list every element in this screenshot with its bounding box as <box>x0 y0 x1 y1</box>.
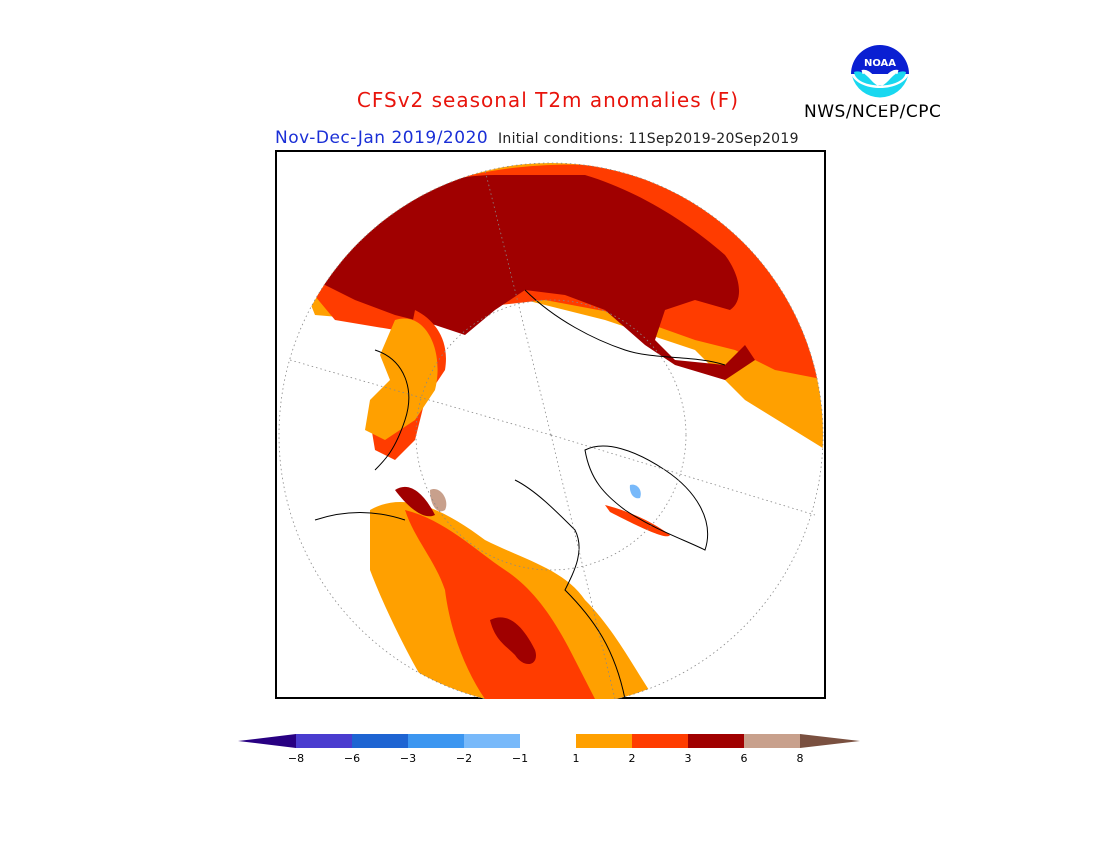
colorbar-swatch-m2 <box>408 734 464 748</box>
colorbar-tick-label: 1 <box>573 752 580 765</box>
colorbar: −8 −6 −3 −2 −1 1 2 3 6 8 <box>238 734 860 765</box>
noaa-logo-icon: NOAA <box>848 42 912 106</box>
colorbar-tick-label: 6 <box>741 752 748 765</box>
anomaly-region-namerica-p2 <box>405 510 595 699</box>
colorbar-tick-label: −3 <box>400 752 416 765</box>
polar-map <box>275 150 826 699</box>
initial-conditions-label: Initial conditions: 11Sep2019-20Sep2019 <box>498 131 799 147</box>
anomaly-region-eurasia-p3 <box>315 175 755 380</box>
anomaly-region-alaska-p6 <box>430 489 447 512</box>
colorbar-tick-label: −1 <box>512 752 528 765</box>
anomaly-region-greenland-m1 <box>629 484 641 499</box>
colorbar-arrow-left <box>238 734 296 748</box>
organization-label: NWS/NCEP/CPC <box>804 102 942 122</box>
colorbar-tick-label: 2 <box>629 752 636 765</box>
logo-text: NOAA <box>864 58 896 69</box>
colorbar-swatch-neutral <box>520 734 576 748</box>
colorbar-swatch-m3 <box>352 734 408 748</box>
season-label: Nov-Dec-Jan 2019/2020 <box>275 128 489 148</box>
coastlines <box>314 289 726 699</box>
colorbar-tick-label: 8 <box>797 752 804 765</box>
colorbar-tick-label: −2 <box>456 752 472 765</box>
colorbar-tick-label: 3 <box>685 752 692 765</box>
anomaly-region-greenland-p2 <box>605 505 670 537</box>
colorbar-swatch-p2 <box>632 734 688 748</box>
anomaly-region-europe-p1 <box>365 318 438 440</box>
colorbar-swatch-m6 <box>296 734 352 748</box>
colorbar-swatch-m1 <box>464 734 520 748</box>
colorbar-arrow-right <box>800 734 860 748</box>
colorbar-tick-label: −6 <box>344 752 360 765</box>
colorbar-swatch-p6 <box>744 734 800 748</box>
anomaly-region-namerica-p3 <box>490 617 536 665</box>
graticule <box>278 162 824 699</box>
colorbar-swatch-p1 <box>576 734 632 748</box>
colorbar-tick-label: −8 <box>288 752 304 765</box>
anomaly-region-alaska-p3 <box>395 486 435 517</box>
colorbar-swatch-p3 <box>688 734 744 748</box>
map-title: CFSv2 seasonal T2m anomalies (F) <box>356 88 740 112</box>
